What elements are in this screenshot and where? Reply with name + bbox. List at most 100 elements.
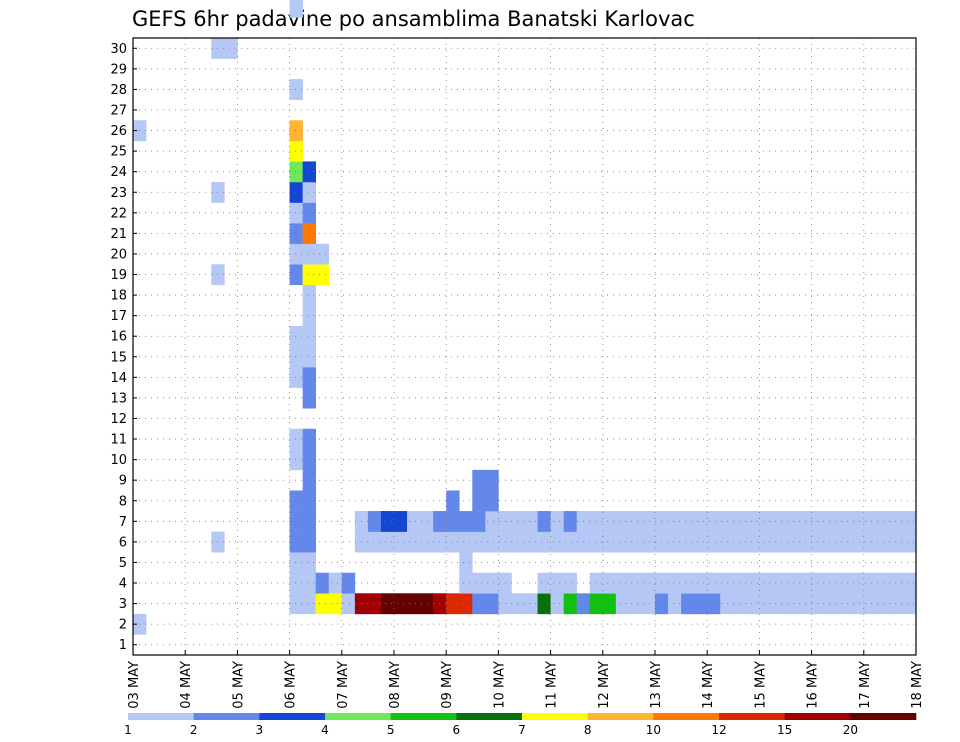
precip-cell (641, 593, 656, 615)
y-tick-label: 20 (110, 247, 127, 262)
y-tick-label: 25 (110, 145, 127, 160)
precip-cell (824, 572, 838, 594)
precip-cell (367, 531, 382, 553)
precip-cell (459, 552, 473, 574)
precip-cell (902, 572, 917, 594)
precip-cell (694, 531, 708, 553)
colorbar-swatch (850, 713, 917, 720)
precip-cell (889, 511, 904, 532)
precip-cell (681, 593, 695, 615)
precip-cell (889, 593, 904, 615)
precip-cell (302, 387, 316, 409)
colorbar-label: 6 (453, 723, 461, 737)
precip-cell (328, 572, 343, 594)
y-tick-label: 29 (110, 62, 127, 77)
x-tick-label: 09 MAY (440, 661, 455, 709)
precip-cell (694, 572, 708, 594)
precip-cell (720, 531, 734, 553)
precip-cell (902, 531, 917, 553)
precip-cell (537, 531, 551, 553)
y-tick-label: 1 (119, 638, 127, 653)
precip-cell (420, 511, 434, 532)
precip-cell (472, 572, 486, 594)
precip-cell (302, 428, 316, 450)
precip-cell (537, 511, 551, 532)
colorbar-label: 12 (711, 723, 726, 737)
precip-cell (289, 264, 303, 286)
colorbar-label: 15 (777, 723, 792, 737)
precip-cell (524, 531, 538, 553)
precip-cell (459, 531, 473, 553)
precip-cell (746, 593, 760, 615)
x-axis-labels: 03 MAY 04 MAY 05 MAY 06 MAY 07 MAY 08 MAY 09 M… (127, 650, 925, 709)
y-tick-label: 17 (110, 309, 127, 324)
x-tick-label: 08 MAY (388, 661, 403, 709)
precip-cell (485, 511, 499, 532)
precip-cell (602, 511, 617, 532)
precip-cell (694, 593, 708, 615)
x-tick-label: 17 MAY (858, 661, 873, 709)
colorbar-label: 20 (843, 723, 858, 737)
precip-cell (602, 572, 617, 594)
y-tick-label: 6 (119, 535, 127, 550)
colorbar-swatch (259, 713, 326, 720)
precip-cell (380, 511, 395, 532)
precip-cell (302, 181, 316, 203)
data-cells (133, 0, 917, 635)
precip-cell (785, 531, 799, 553)
colorbar-label: 5 (387, 723, 395, 737)
precip-cell (302, 593, 316, 615)
precip-cell (628, 531, 643, 553)
precip-cell (863, 531, 878, 553)
precip-cell (394, 593, 408, 615)
precip-cell (850, 511, 865, 532)
precip-cell (328, 593, 343, 615)
precip-cell (589, 593, 604, 615)
y-tick-label: 5 (119, 556, 127, 571)
precip-cell (759, 531, 773, 553)
colorbar-swatch (784, 713, 851, 720)
precip-cell (289, 552, 303, 574)
precip-cell (367, 593, 382, 615)
precip-cell (302, 367, 316, 388)
colorbar-swatch (456, 713, 523, 720)
precip-cell (837, 572, 852, 594)
x-tick-label: 11 MAY (545, 661, 560, 709)
precip-cell (772, 511, 786, 532)
precip-cell (759, 593, 773, 615)
x-tick-label: 07 MAY (336, 661, 351, 709)
precip-cell (472, 593, 486, 615)
x-tick-label: 06 MAY (284, 661, 299, 709)
precip-cell (407, 531, 421, 553)
precip-cell (524, 593, 538, 615)
y-tick-label: 13 (110, 391, 127, 406)
precip-cell (289, 428, 303, 450)
precip-cell (302, 449, 316, 471)
precip-cell (315, 593, 330, 615)
y-tick-label: 16 (110, 330, 127, 345)
precip-cell (289, 79, 303, 100)
precip-cell (681, 572, 695, 594)
precip-cell (628, 511, 643, 532)
precip-cell (615, 511, 630, 532)
x-tick-label: 04 MAY (179, 661, 194, 709)
precip-cell (407, 511, 421, 532)
precip-cell (707, 593, 721, 615)
precip-cell (850, 531, 865, 553)
precip-cell (341, 572, 356, 594)
y-tick-label: 10 (110, 453, 127, 468)
colorbar-label: 4 (321, 723, 329, 737)
precip-cell (837, 531, 852, 553)
precip-cell (746, 511, 760, 532)
chart-title: GEFS 6hr padavine po ansamblima Banatski… (132, 7, 695, 31)
precip-cell (889, 572, 904, 594)
precip-cell (302, 469, 316, 491)
precip-cell (772, 531, 786, 553)
precip-cell (289, 531, 303, 553)
precip-cell (289, 490, 303, 512)
precip-cell (824, 531, 838, 553)
precip-cell (459, 572, 473, 594)
precip-cell (302, 202, 316, 224)
precip-cell (380, 593, 395, 615)
precip-cell (694, 511, 708, 532)
